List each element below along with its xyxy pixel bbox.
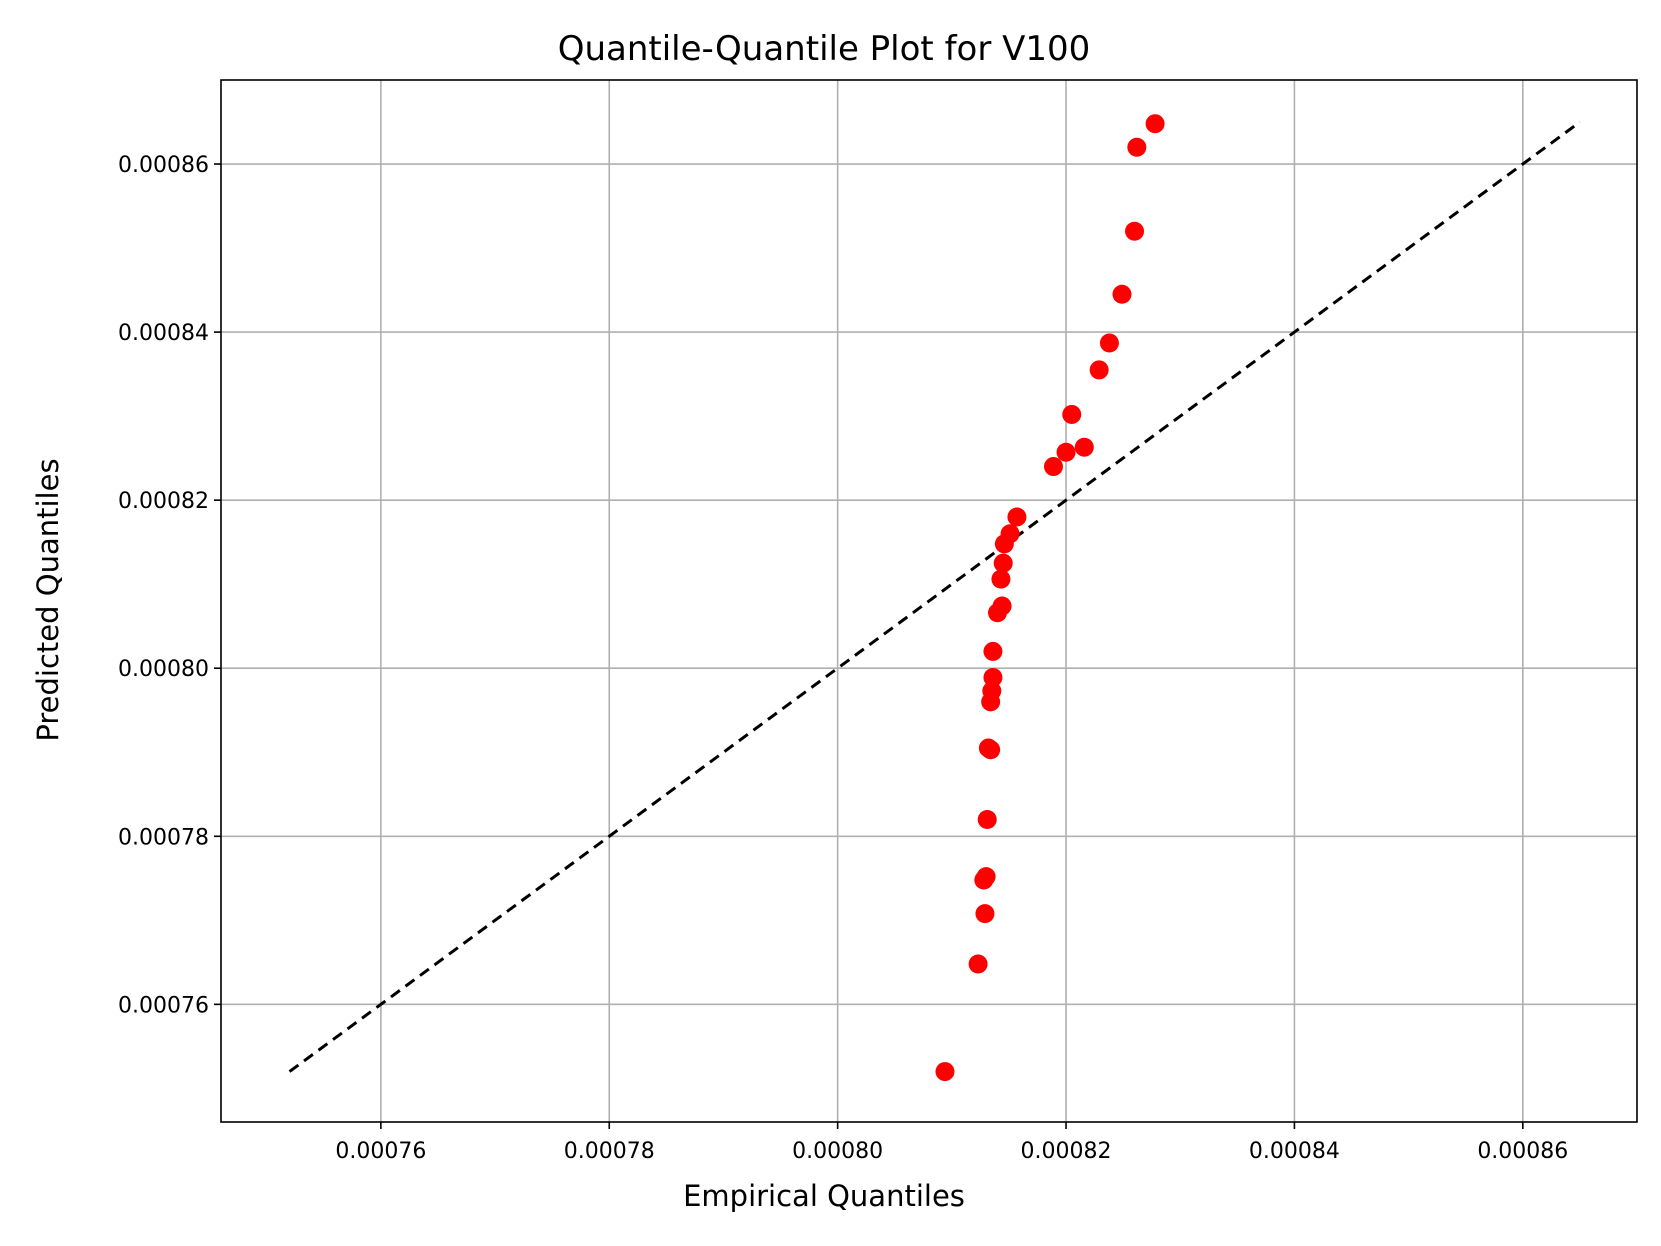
- y-tick-label: 0.00078: [118, 825, 209, 850]
- data-point: [976, 867, 996, 887]
- x-tick-label: 0.00080: [792, 1139, 883, 1164]
- data-point: [1125, 221, 1145, 241]
- data-point: [975, 904, 995, 924]
- data-point: [1127, 137, 1147, 157]
- x-tick-label: 0.00078: [564, 1139, 655, 1164]
- y-tick-label: 0.00084: [118, 321, 209, 346]
- x-tick-label: 0.00082: [1021, 1139, 1112, 1164]
- data-point: [1056, 442, 1076, 462]
- data-point: [1112, 284, 1132, 304]
- plot-area-frame: [220, 79, 1638, 1123]
- data-point: [991, 569, 1011, 589]
- grid: [221, 80, 1637, 1122]
- x-axis-ticks: 0.00076 0.00078 0.00080 0.00082 0.00084 0.000…: [335, 1122, 1568, 1164]
- data-point: [1099, 333, 1119, 353]
- data-points: [935, 114, 1165, 1082]
- reference-line: [288, 120, 1581, 1073]
- y-tick-label: 0.00082: [118, 489, 209, 514]
- x-tick-label: 0.00086: [1477, 1139, 1568, 1164]
- data-point: [993, 553, 1013, 573]
- chart-title: Quantile-Quantile Plot for V100: [558, 29, 1091, 69]
- data-point: [1062, 404, 1082, 424]
- y-tick-label: 0.00080: [118, 657, 209, 682]
- data-point: [1089, 360, 1109, 380]
- x-tick-label: 0.00084: [1249, 1139, 1340, 1164]
- data-point: [1000, 524, 1020, 544]
- x-tick-label: 0.00076: [335, 1139, 426, 1164]
- reference-line-group: [288, 120, 1581, 1073]
- y-axis-label: Predicted Quantiles: [31, 458, 65, 741]
- data-point: [1007, 507, 1027, 527]
- x-axis-label: Empirical Quantiles: [683, 1179, 965, 1213]
- data-point: [968, 954, 988, 974]
- y-axis-ticks: 0.00076 0.00078 0.00080 0.00082 0.00084 0.000…: [118, 153, 221, 1018]
- data-point: [1043, 457, 1063, 477]
- y-tick-label: 0.00086: [118, 153, 209, 178]
- data-point: [977, 809, 997, 829]
- y-tick-label: 0.00076: [118, 993, 209, 1018]
- data-point: [1074, 437, 1094, 457]
- data-point: [1145, 114, 1165, 134]
- data-point: [981, 740, 1001, 760]
- data-point: [983, 641, 1003, 661]
- data-point: [935, 1062, 955, 1082]
- data-point: [983, 667, 1003, 687]
- data-point: [992, 596, 1012, 616]
